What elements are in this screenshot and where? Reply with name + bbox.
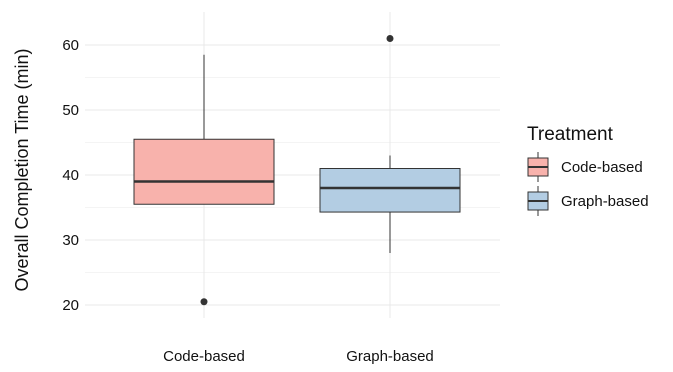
y-tick-label: 40 [62,167,79,184]
legend-entry-label: Code-based [561,159,643,176]
legend-entry: Code-based [527,152,643,182]
outlier-point [386,35,394,42]
box-graph-based [319,35,461,253]
y-tick-label: 50 [62,102,79,119]
legend-title: Treatment [527,124,614,145]
tick-layer: 20 30 40 50 60 [62,37,79,314]
box-code-based [133,54,275,306]
iqr-box [133,138,275,205]
box-layer [133,35,461,306]
y-tick-label: 20 [62,297,79,314]
x-category-label: Code-based [163,348,245,365]
legend: Treatment Code-based Graph-based [527,124,649,216]
outlier-point [200,298,208,306]
legend-entry-label: Graph-based [561,193,649,210]
iqr-box [319,168,461,213]
y-tick-label: 30 [62,232,79,249]
legend-entry: Graph-based [527,186,649,216]
y-tick-label: 60 [62,37,79,54]
category-label-layer: Code-based Graph-based [163,348,434,365]
y-axis-title: Overall Completion Time (min) [12,48,32,291]
x-category-label: Graph-based [346,348,434,365]
legend-entries: Code-based Graph-based [527,152,649,216]
